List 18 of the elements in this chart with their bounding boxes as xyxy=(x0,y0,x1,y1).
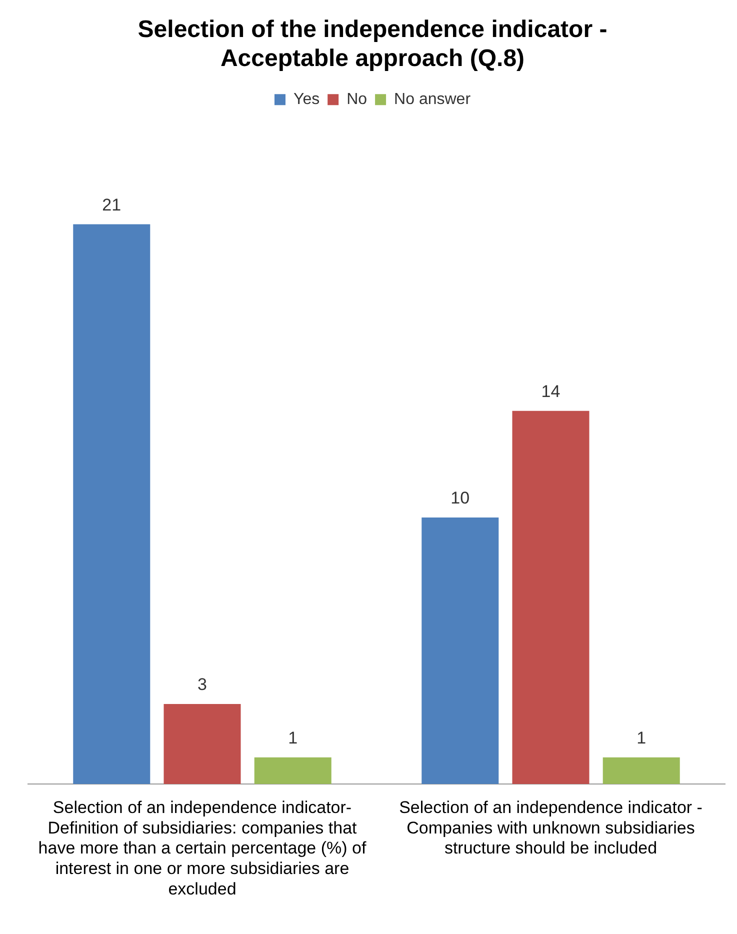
x-tick-label: Selection of an independence indicator- Definition of subsidiaries: companies that have more than a certain percentage (%) of interest in one or more subsidiaries are excluded xyxy=(38,798,366,898)
bar xyxy=(512,410,590,784)
bar xyxy=(422,517,499,784)
bar xyxy=(254,757,332,784)
legend-label: No answer xyxy=(394,91,472,108)
data-label: 21 xyxy=(102,195,122,214)
legend-label: Yes xyxy=(293,91,320,108)
bar xyxy=(164,704,241,784)
data-label: 14 xyxy=(541,382,560,402)
data-label: 1 xyxy=(636,728,646,748)
data-label: 10 xyxy=(450,488,470,508)
x-tick-label: Selection of an independence indicator - Companies with unknown subsidiaries structure should be included xyxy=(399,798,702,858)
data-label: 1 xyxy=(288,728,298,748)
bar xyxy=(73,224,150,784)
bar xyxy=(602,757,680,784)
legend-label: No xyxy=(346,91,368,108)
chart-title: Selection of the independence indicator - Acceptable approach (Q.8) xyxy=(138,16,608,72)
data-label: 3 xyxy=(198,675,207,694)
